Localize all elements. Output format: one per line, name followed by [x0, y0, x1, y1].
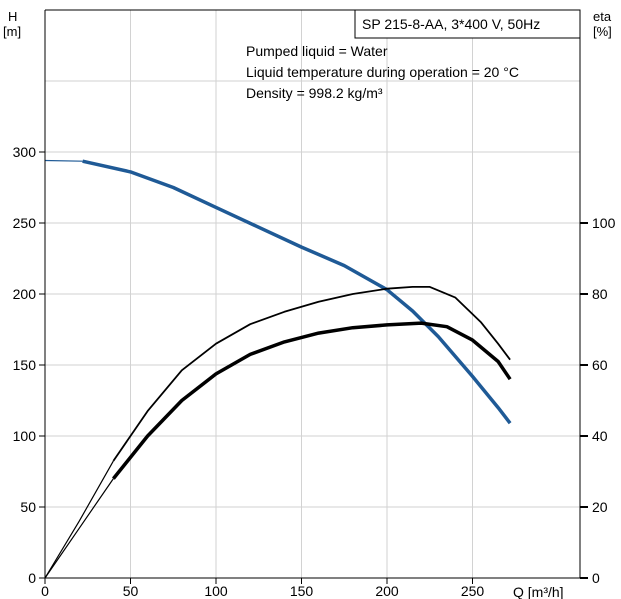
left-tick-label: 150 — [13, 357, 37, 373]
x-tick-label: 200 — [375, 583, 399, 599]
x-tick-label: 50 — [123, 583, 139, 599]
right-axis-unit: [%] — [593, 24, 612, 39]
left-tick-label: 100 — [13, 428, 37, 444]
left-tick-label: 300 — [13, 144, 37, 160]
left-axis-label: H — [8, 9, 17, 24]
right-tick-label: 0 — [592, 570, 600, 586]
right-tick-label: 80 — [592, 286, 608, 302]
efficiency-curve-total-start — [45, 479, 113, 578]
left-axis-unit: [m] — [3, 24, 21, 39]
left-tick-label: 200 — [13, 286, 37, 302]
right-axis-label: eta — [593, 9, 612, 24]
right-tick-label: 100 — [592, 215, 616, 231]
info-line-density: Density = 998.2 kg/m³ — [246, 85, 383, 101]
x-tick-label: 250 — [461, 583, 485, 599]
x-tick-label: 100 — [204, 583, 228, 599]
x-axis-label: Q [m³/h] — [513, 584, 564, 599]
efficiency-curve-total — [113, 323, 510, 479]
efficiency-curve-pump-start — [45, 461, 113, 578]
right-tick-label: 40 — [592, 428, 608, 444]
x-tick-label: 150 — [290, 583, 314, 599]
left-tick-label: 250 — [13, 215, 37, 231]
right-tick-label: 20 — [592, 499, 608, 515]
chart-title: SP 215-8-AA, 3*400 V, 50Hz — [362, 16, 540, 32]
info-line-temperature: Liquid temperature during operation = 20… — [246, 64, 519, 80]
info-line-liquid: Pumped liquid = Water — [246, 43, 388, 59]
left-tick-label: 0 — [28, 570, 36, 586]
efficiency-curve-pump — [113, 287, 510, 461]
right-tick-label: 60 — [592, 357, 608, 373]
x-tick-label: 0 — [41, 583, 49, 599]
left-tick-label: 50 — [20, 499, 36, 515]
head-curve-start — [45, 161, 83, 162]
head-curve — [83, 161, 511, 423]
